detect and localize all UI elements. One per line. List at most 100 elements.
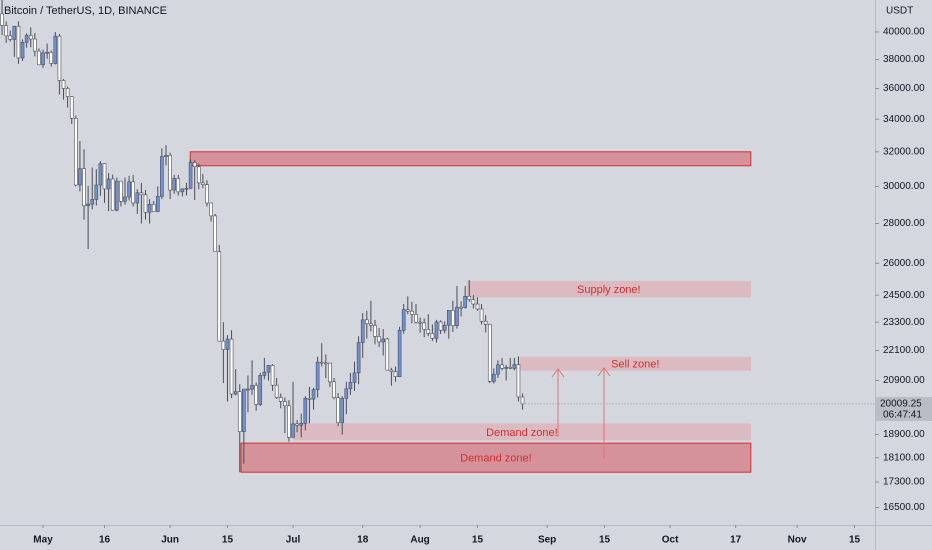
candle-body <box>188 162 193 189</box>
candle-body <box>430 333 435 339</box>
x-tick-label: 15 <box>472 535 484 546</box>
candle-body <box>278 397 283 402</box>
candle-body <box>496 364 500 375</box>
candle-body <box>258 375 263 405</box>
candle-body <box>20 41 25 59</box>
candle-body <box>41 52 45 66</box>
candle-body <box>192 162 197 168</box>
x-tick-label: Nov <box>788 535 807 546</box>
candle-body <box>467 296 472 300</box>
candle-body <box>184 187 189 190</box>
candle-body <box>365 319 369 325</box>
zone <box>189 151 752 167</box>
arrow-head <box>597 367 611 377</box>
candle-body <box>516 364 521 398</box>
candle-body <box>438 321 443 331</box>
candle-body <box>410 310 414 315</box>
candle-body <box>348 382 353 390</box>
chart-title: Bitcoin / TetherUS, 1D, BINANCE <box>4 5 167 17</box>
zone <box>519 356 751 371</box>
zone-label: Demand zone! <box>460 453 532 465</box>
candle-body <box>332 381 336 399</box>
candle-body <box>119 180 123 202</box>
candle-body <box>12 25 17 40</box>
candle-body <box>373 325 377 337</box>
candle-body <box>434 321 439 339</box>
candle-body <box>123 196 127 202</box>
x-tick-label: Jun <box>161 535 179 546</box>
candle-body <box>377 336 381 343</box>
candle-body <box>82 168 86 207</box>
candle-body <box>180 188 185 193</box>
candle-body <box>369 323 373 326</box>
y-tick-label: 24500.00 <box>883 290 925 301</box>
x-tick-label: Sep <box>538 535 556 546</box>
candle-body <box>418 321 422 324</box>
candle-body <box>24 35 29 43</box>
candle-body <box>455 306 459 326</box>
candle-body <box>262 371 267 376</box>
candle-body <box>385 338 390 371</box>
candle-body <box>61 80 66 89</box>
candle-body <box>143 194 148 213</box>
y-tick-label: 16500.00 <box>883 502 925 513</box>
candle-body <box>471 299 476 305</box>
candle-body <box>53 35 58 64</box>
candle-body <box>442 324 447 331</box>
candle-body <box>328 362 332 383</box>
candle-body <box>49 51 54 64</box>
last-price-label: 20009.25 <box>880 399 922 410</box>
candle-body <box>221 340 226 350</box>
zone-label: Sell zone! <box>611 359 659 371</box>
candle-body <box>110 178 115 211</box>
candle-body <box>102 163 107 190</box>
candle-body <box>160 156 164 197</box>
y-axis-label: USDT <box>886 6 913 17</box>
y-tick-label: 20900.00 <box>883 375 925 386</box>
candle-body <box>405 309 410 312</box>
candle-body <box>246 388 250 391</box>
candle-body <box>0 13 4 26</box>
candle-body <box>352 372 357 383</box>
candle-body <box>151 203 156 212</box>
candle-body <box>242 388 246 433</box>
y-tick-label: 34000.00 <box>883 114 925 125</box>
candle-body <box>401 309 406 331</box>
candle-body <box>360 319 365 343</box>
zone <box>466 280 751 298</box>
candle-body <box>86 203 90 207</box>
candle-body <box>229 338 234 395</box>
y-tick-label: 18100.00 <box>883 452 925 463</box>
x-tick-label: 15 <box>849 535 861 546</box>
y-tick-label: 18900.00 <box>883 429 925 440</box>
candle-body <box>393 371 398 377</box>
y-tick-label: 28000.00 <box>883 218 925 229</box>
candle-body <box>426 329 431 334</box>
candle-body <box>520 396 525 405</box>
candle-body <box>4 25 8 37</box>
zone-label: Supply zone! <box>577 284 641 296</box>
candle-body <box>381 338 385 343</box>
x-tick-label: 15 <box>222 535 234 546</box>
y-tick-label: 40000.00 <box>883 27 925 38</box>
candle-body <box>344 388 349 399</box>
candle-body <box>8 35 13 40</box>
candle-body <box>463 296 467 308</box>
zone <box>293 423 751 441</box>
y-tick-label: 32000.00 <box>883 146 925 157</box>
candle-body <box>176 178 181 193</box>
arrows <box>551 367 611 459</box>
candle-body <box>459 306 463 309</box>
candle-body <box>283 401 287 407</box>
x-tick-label: May <box>33 535 53 546</box>
candle-body <box>45 51 49 54</box>
candle-body <box>209 202 213 217</box>
candle-body <box>307 397 312 400</box>
candle-body <box>324 362 328 365</box>
zone <box>240 442 752 473</box>
candle-body <box>37 50 41 66</box>
candle-body <box>57 35 62 81</box>
candle-body <box>94 184 99 200</box>
candle-body <box>295 423 299 426</box>
arrow-head <box>551 368 565 378</box>
